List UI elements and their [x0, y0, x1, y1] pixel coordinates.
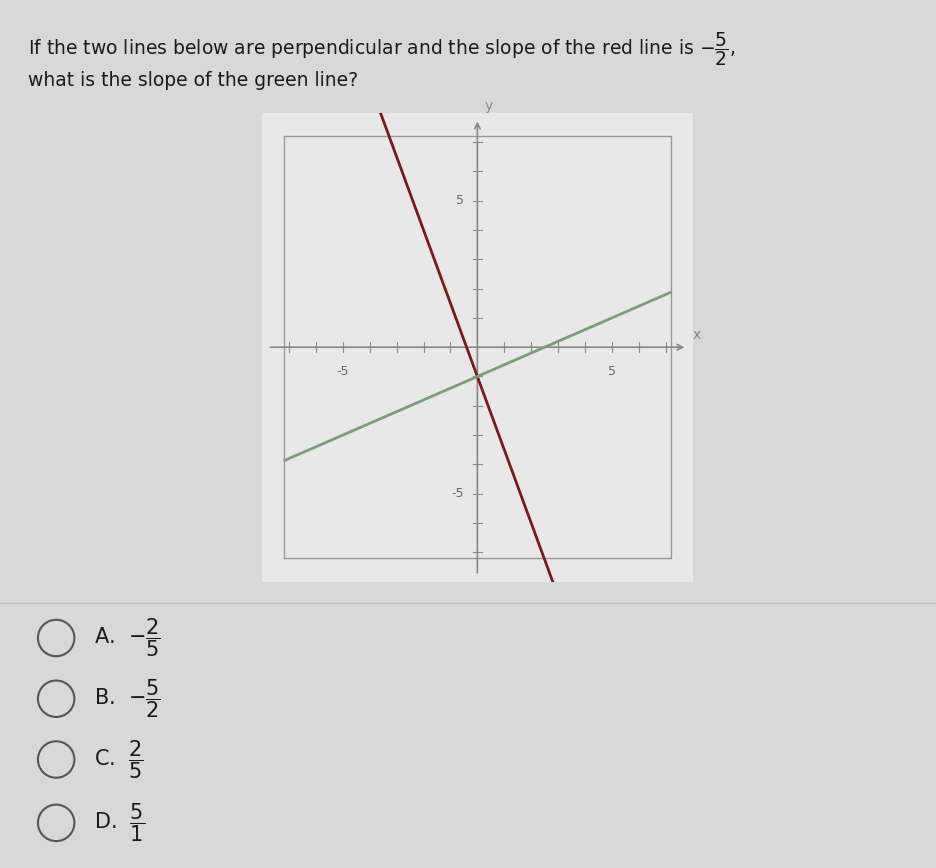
Text: -5: -5 [451, 487, 464, 500]
Text: C.  $\dfrac{2}{5}$: C. $\dfrac{2}{5}$ [94, 739, 143, 780]
Text: -5: -5 [337, 365, 349, 378]
Text: y: y [484, 99, 492, 113]
Text: If the two lines below are perpendicular and the slope of the red line is $-\dfr: If the two lines below are perpendicular… [28, 30, 736, 69]
Text: B.  $-\dfrac{5}{2}$: B. $-\dfrac{5}{2}$ [94, 678, 161, 720]
Text: what is the slope of the green line?: what is the slope of the green line? [28, 71, 358, 90]
Text: A.  $-\dfrac{2}{5}$: A. $-\dfrac{2}{5}$ [94, 617, 161, 659]
Text: x: x [693, 328, 701, 343]
Text: D.  $\dfrac{5}{1}$: D. $\dfrac{5}{1}$ [94, 802, 145, 844]
Text: 5: 5 [456, 194, 464, 207]
Text: 5: 5 [607, 365, 616, 378]
